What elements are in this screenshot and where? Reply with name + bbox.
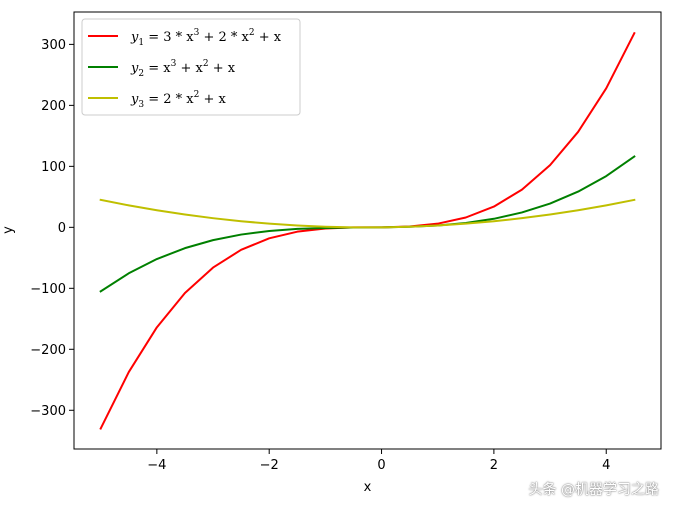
legend-label-3: y3 = 2 * x2 + x bbox=[130, 90, 227, 110]
legend: y1 = 3 * x3 + 2 * x2 + x y2 = x3 + x2 + x… bbox=[81, 18, 301, 116]
series-line-3 bbox=[99, 198, 636, 229]
y-tick-label: 100 bbox=[41, 160, 66, 175]
y-axis: −300 −200 −100 0 100 200 300 bbox=[30, 38, 74, 419]
y-tick-label: −200 bbox=[30, 343, 66, 358]
y-tick-label: −300 bbox=[30, 404, 66, 419]
x-tick-label: 2 bbox=[490, 458, 498, 473]
legend-box bbox=[81, 18, 301, 116]
x-tick-label: −2 bbox=[260, 458, 279, 473]
legend-label-2: y2 = x3 + x2 + x bbox=[130, 59, 236, 79]
y-tick-label: −100 bbox=[30, 282, 66, 297]
x-axis-label: x bbox=[364, 480, 372, 495]
series-lines bbox=[99, 31, 636, 430]
y-tick-label: 300 bbox=[41, 38, 66, 53]
legend-label-1: y1 = 3 * x3 + 2 * x2 + x bbox=[130, 28, 282, 48]
x-tick-label: −4 bbox=[147, 458, 166, 473]
watermark: 头条 @机器学习之路 bbox=[528, 482, 659, 498]
y-axis-label: y bbox=[1, 226, 16, 234]
x-tick-label: 0 bbox=[377, 458, 385, 473]
y-tick-label: 200 bbox=[41, 99, 66, 114]
x-axis: −4 −2 0 2 4 bbox=[147, 449, 610, 473]
x-tick-label: 4 bbox=[602, 458, 610, 473]
y-tick-label: 0 bbox=[58, 221, 66, 236]
